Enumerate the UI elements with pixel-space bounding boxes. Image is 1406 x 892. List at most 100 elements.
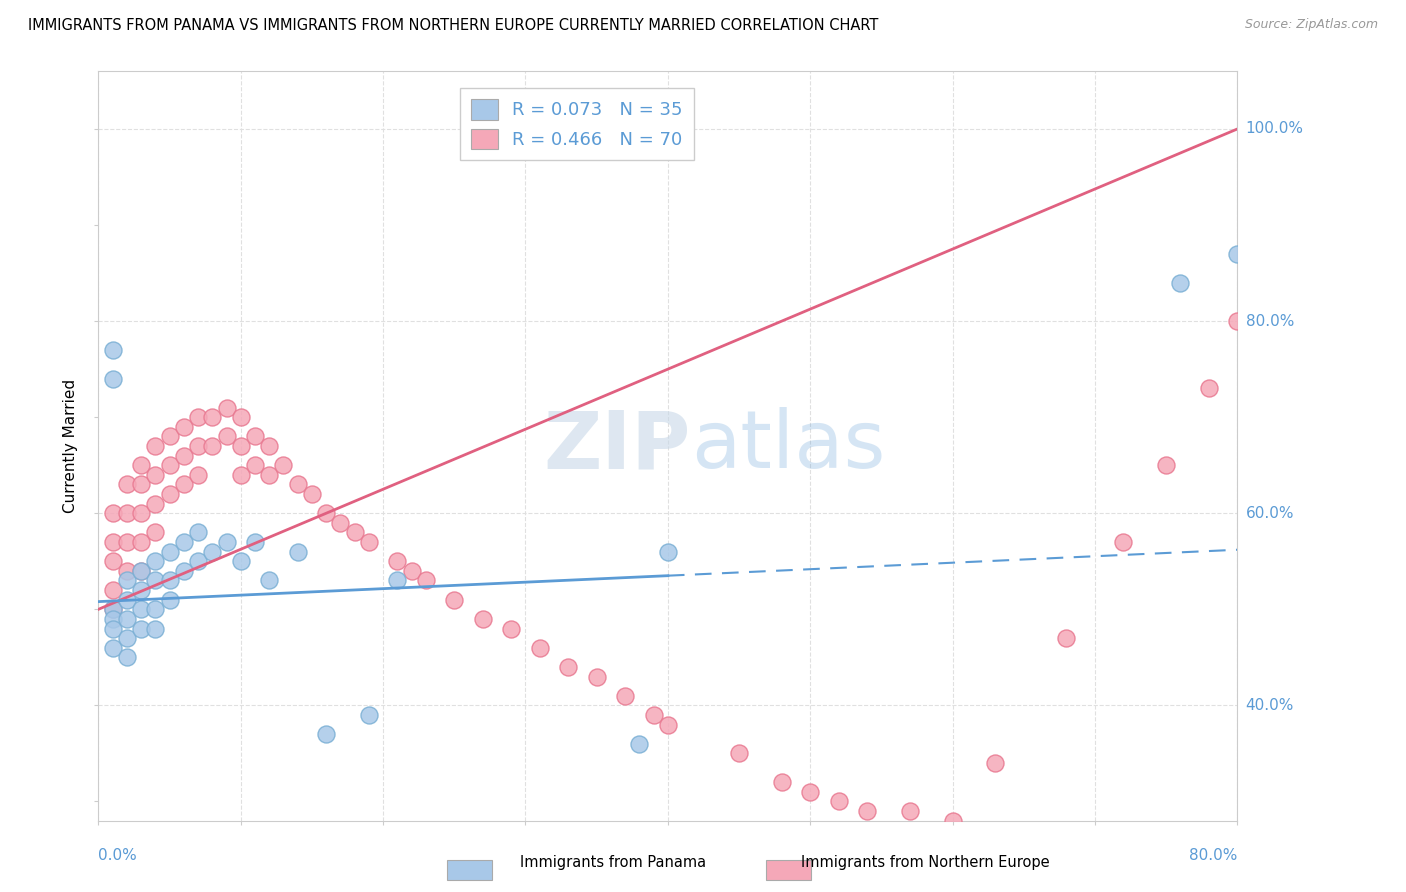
Point (159, 487, 181, 501)
Point (942, 814, 965, 828)
Point (129, 622, 152, 636)
Point (173, 535, 195, 549)
Point (115, 631, 138, 645)
Point (173, 477, 195, 491)
Point (243, 429, 266, 443)
Point (229, 554, 252, 568)
Point (1112, 535, 1135, 549)
Point (129, 477, 152, 491)
Point (101, 583, 124, 598)
Point (273, 458, 295, 473)
Point (101, 535, 124, 549)
Point (145, 554, 167, 568)
Point (301, 487, 323, 501)
Point (1198, 381, 1220, 395)
Point (101, 372, 124, 386)
Point (173, 419, 195, 434)
Point (229, 410, 252, 425)
Point (159, 544, 181, 558)
Point (1154, 458, 1177, 473)
Point (387, 554, 409, 568)
Point (145, 525, 167, 540)
Point (471, 612, 494, 626)
Point (145, 574, 167, 588)
Point (129, 535, 152, 549)
Text: 80.0%: 80.0% (1189, 848, 1237, 863)
Point (501, 622, 523, 636)
Point (243, 535, 266, 549)
Point (315, 727, 337, 741)
Point (145, 497, 167, 511)
Point (229, 467, 252, 482)
Point (728, 747, 751, 761)
Point (357, 708, 380, 723)
Point (145, 467, 167, 482)
Point (187, 467, 209, 482)
Point (115, 574, 138, 588)
Point (187, 410, 209, 425)
Y-axis label: Currently Married: Currently Married (63, 379, 79, 513)
Point (401, 564, 423, 578)
Point (145, 622, 167, 636)
Point (129, 458, 152, 473)
Point (129, 602, 152, 616)
Point (643, 708, 665, 723)
Point (101, 602, 124, 616)
Point (229, 439, 252, 453)
Point (187, 554, 209, 568)
Point (614, 689, 637, 703)
Point (173, 449, 195, 463)
Point (828, 794, 851, 808)
Point (529, 640, 551, 655)
Point (856, 804, 879, 818)
Point (187, 439, 209, 453)
Text: ZIP: ZIP (543, 407, 690, 485)
Point (1170, 276, 1192, 290)
Point (159, 592, 181, 607)
Point (657, 544, 679, 558)
Point (287, 477, 309, 491)
Point (343, 525, 366, 540)
Point (115, 592, 138, 607)
Point (215, 535, 238, 549)
Point (657, 717, 679, 731)
Point (129, 564, 152, 578)
Point (1226, 314, 1249, 328)
Point (115, 535, 138, 549)
Point (329, 516, 352, 530)
Point (443, 592, 465, 607)
Point (799, 785, 821, 799)
Text: 100.0%: 100.0% (1246, 121, 1303, 136)
Point (215, 401, 238, 415)
Text: 60.0%: 60.0% (1246, 506, 1294, 521)
Point (145, 602, 167, 616)
Point (115, 506, 138, 520)
Text: Source: ZipAtlas.com: Source: ZipAtlas.com (1244, 18, 1378, 31)
Legend: R = 0.073   N = 35, R = 0.466   N = 70: R = 0.073 N = 35, R = 0.466 N = 70 (460, 88, 693, 161)
Point (259, 467, 281, 482)
Point (557, 660, 579, 674)
Point (770, 775, 793, 789)
Point (101, 612, 124, 626)
Point (259, 574, 281, 588)
Point (898, 804, 921, 818)
Point (159, 574, 181, 588)
Point (101, 640, 124, 655)
Point (159, 458, 181, 473)
Point (628, 737, 651, 751)
Point (129, 583, 152, 598)
Point (101, 622, 124, 636)
Text: atlas: atlas (690, 407, 884, 485)
Text: Immigrants from Panama: Immigrants from Panama (520, 855, 706, 870)
Point (585, 669, 607, 683)
Point (129, 506, 152, 520)
Point (287, 544, 309, 558)
Point (101, 554, 124, 568)
Point (1226, 247, 1249, 261)
Point (187, 525, 209, 540)
Point (357, 535, 380, 549)
Point (159, 429, 181, 443)
Point (315, 506, 337, 520)
Point (173, 564, 195, 578)
Point (201, 410, 224, 425)
